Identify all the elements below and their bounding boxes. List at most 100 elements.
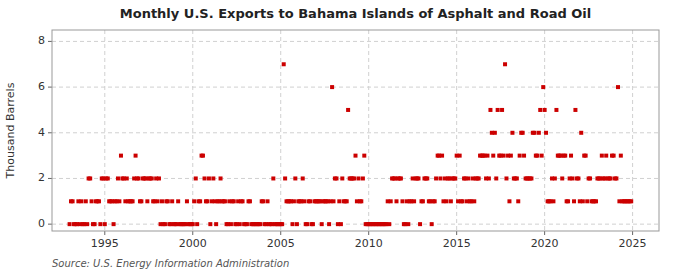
point xyxy=(354,154,358,158)
point xyxy=(504,176,508,180)
axes: 024681995200020052010201520202025 xyxy=(38,30,659,250)
x-tick-label: 2005 xyxy=(267,237,295,250)
point xyxy=(516,199,520,203)
x-tick xyxy=(456,231,457,235)
point xyxy=(614,176,618,180)
point xyxy=(406,222,410,226)
point xyxy=(305,222,309,226)
point xyxy=(261,199,265,203)
point xyxy=(438,176,442,180)
point xyxy=(332,199,336,203)
point xyxy=(194,176,198,180)
point xyxy=(163,222,167,226)
point xyxy=(572,199,576,203)
point xyxy=(573,108,577,112)
x-tick-label: 1995 xyxy=(91,237,119,250)
point xyxy=(245,222,249,226)
point xyxy=(472,199,476,203)
y-grid-line xyxy=(52,87,659,88)
x-tick xyxy=(368,231,369,235)
x-tick-label: 2000 xyxy=(179,237,207,250)
point xyxy=(79,199,83,203)
point xyxy=(214,222,218,226)
point xyxy=(139,199,143,203)
point xyxy=(340,176,344,180)
point xyxy=(117,199,121,203)
point xyxy=(356,176,360,180)
point xyxy=(553,176,557,180)
point xyxy=(116,176,120,180)
point xyxy=(491,154,495,158)
point xyxy=(238,222,242,226)
point xyxy=(203,176,207,180)
point xyxy=(97,199,101,203)
point xyxy=(619,154,623,158)
x-tick xyxy=(104,231,105,235)
source-note: Source: U.S. Energy Information Administ… xyxy=(52,258,289,269)
y-tick xyxy=(48,132,52,133)
point xyxy=(292,199,296,203)
point xyxy=(112,222,116,226)
point xyxy=(156,199,160,203)
point xyxy=(334,176,338,180)
plot-area xyxy=(52,30,659,231)
point xyxy=(320,222,324,226)
point xyxy=(609,176,613,180)
point xyxy=(195,222,199,226)
x-grid-line xyxy=(368,30,369,231)
x-tick-label: 2025 xyxy=(619,237,647,250)
point xyxy=(137,176,141,180)
point xyxy=(449,199,453,203)
point xyxy=(88,176,92,180)
point xyxy=(551,199,555,203)
x-tick-label: 2020 xyxy=(531,237,559,250)
point xyxy=(532,131,536,135)
y-tick-label: 0 xyxy=(38,217,45,230)
point xyxy=(566,199,570,203)
point xyxy=(563,154,567,158)
point xyxy=(466,176,470,180)
point xyxy=(327,222,331,226)
point xyxy=(569,154,573,158)
y-tick-label: 4 xyxy=(38,126,45,139)
point xyxy=(362,154,366,158)
point xyxy=(430,222,434,226)
point xyxy=(337,199,341,203)
point xyxy=(389,199,393,203)
point xyxy=(522,154,526,158)
point xyxy=(207,176,211,180)
x-tick xyxy=(632,231,633,235)
point xyxy=(453,176,457,180)
point xyxy=(518,154,522,158)
point xyxy=(280,222,284,226)
point xyxy=(477,176,481,180)
point xyxy=(71,199,75,203)
point xyxy=(487,176,491,180)
point xyxy=(434,176,438,180)
point xyxy=(352,176,356,180)
point xyxy=(460,199,464,203)
x-grid-line xyxy=(280,30,281,231)
x-tick xyxy=(280,231,281,235)
grid xyxy=(52,30,659,231)
point xyxy=(302,199,306,203)
title: Monthly U.S. Exports to Bahama Islands o… xyxy=(120,6,591,21)
point xyxy=(266,199,270,203)
point xyxy=(485,154,489,158)
y-grid-line xyxy=(52,41,659,42)
point xyxy=(584,154,588,158)
point xyxy=(160,199,164,203)
point xyxy=(529,176,533,180)
point xyxy=(579,131,583,135)
point xyxy=(588,176,592,180)
point xyxy=(345,199,349,203)
y-tick xyxy=(48,87,52,88)
point xyxy=(339,222,343,226)
point xyxy=(502,154,506,158)
y-tick-label: 6 xyxy=(38,80,45,93)
point xyxy=(493,131,497,135)
x-grid-line xyxy=(544,30,545,231)
point xyxy=(223,199,227,203)
point xyxy=(232,199,236,203)
point xyxy=(170,199,174,203)
